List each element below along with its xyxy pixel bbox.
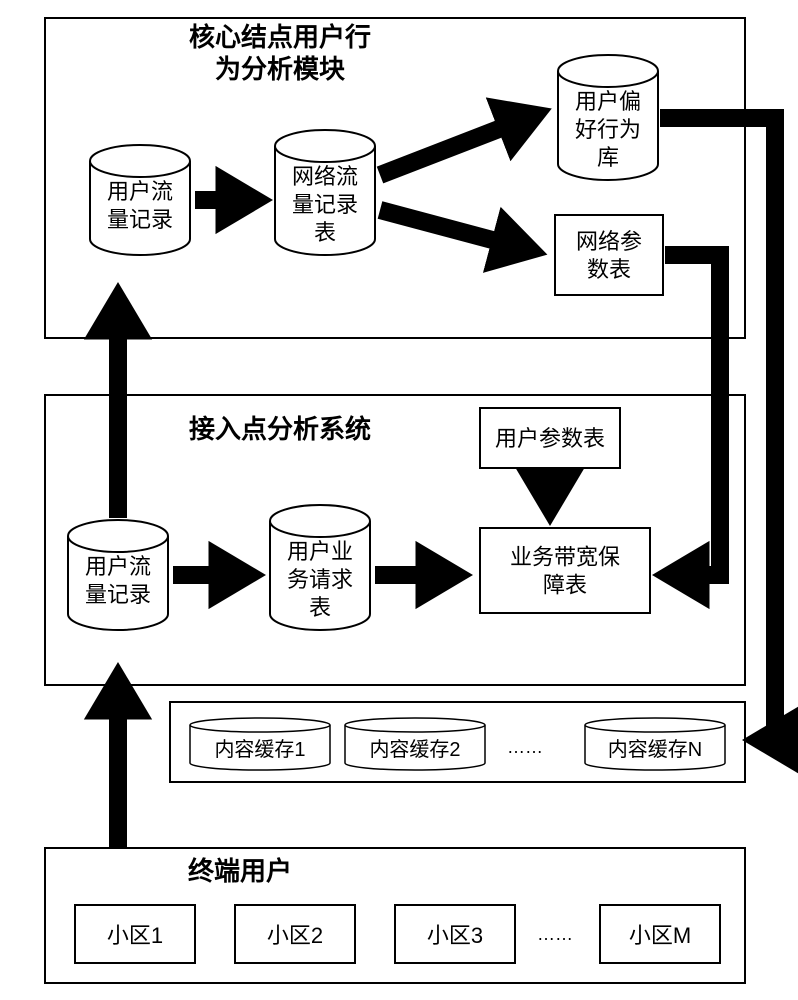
access_bw-label-1: 障表 [543,573,587,598]
core_user_traffic-label-0: 用户流 [107,179,173,204]
cache-label-0: 内容缓存1 [214,738,305,761]
module-core-title-l2: 为分析模块 [215,54,345,84]
core_net_traffic-label-0: 网络流 [292,164,358,189]
access_bw-label-0: 业务带宽保 [510,545,620,570]
cache-label-n: 内容缓存N [608,738,702,761]
cache-ellipsis: …… [507,737,543,757]
access_user_traffic-label-1: 量记录 [85,582,151,607]
core_user_pref-label-1: 好行为 [575,117,641,142]
core_net_param-label-0: 网络参 [576,229,642,254]
access_user_req-label-2: 表 [309,595,331,620]
module-access-title: 接入点分析系统 [189,414,371,444]
cache-label-1: 内容缓存2 [369,738,460,761]
core_user_pref-label-2: 库 [597,145,619,170]
flow-arrow [380,115,535,175]
flow-arrow [380,210,530,250]
cell-ellipsis: …… [537,924,573,944]
core_net_param [555,215,663,295]
access_user_traffic-label-0: 用户流 [85,554,151,579]
cell-label-0: 小区1 [107,923,163,948]
flow-arrow [665,255,720,575]
core_user_pref-label-0: 用户偏 [575,89,641,114]
access_user_req-label-0: 用户业 [287,539,353,564]
core_net_traffic-label-1: 量记录 [292,192,358,217]
core_user_traffic-label-1: 量记录 [107,207,173,232]
access_user_req-label-1: 务请求 [287,567,353,592]
cell-label-1: 小区2 [267,923,323,948]
access_user_param-label-0: 用户参数表 [495,426,605,451]
core_net_param-label-1: 数表 [587,257,631,282]
module-core-title-l1: 核心结点用户行 [189,22,371,52]
cell-label-2: 小区3 [427,923,483,948]
module-terminal-title: 终端用户 [188,856,292,886]
cell-label-m: 小区M [629,923,691,948]
access_bw [480,528,650,613]
core_net_traffic-label-2: 表 [314,220,336,245]
